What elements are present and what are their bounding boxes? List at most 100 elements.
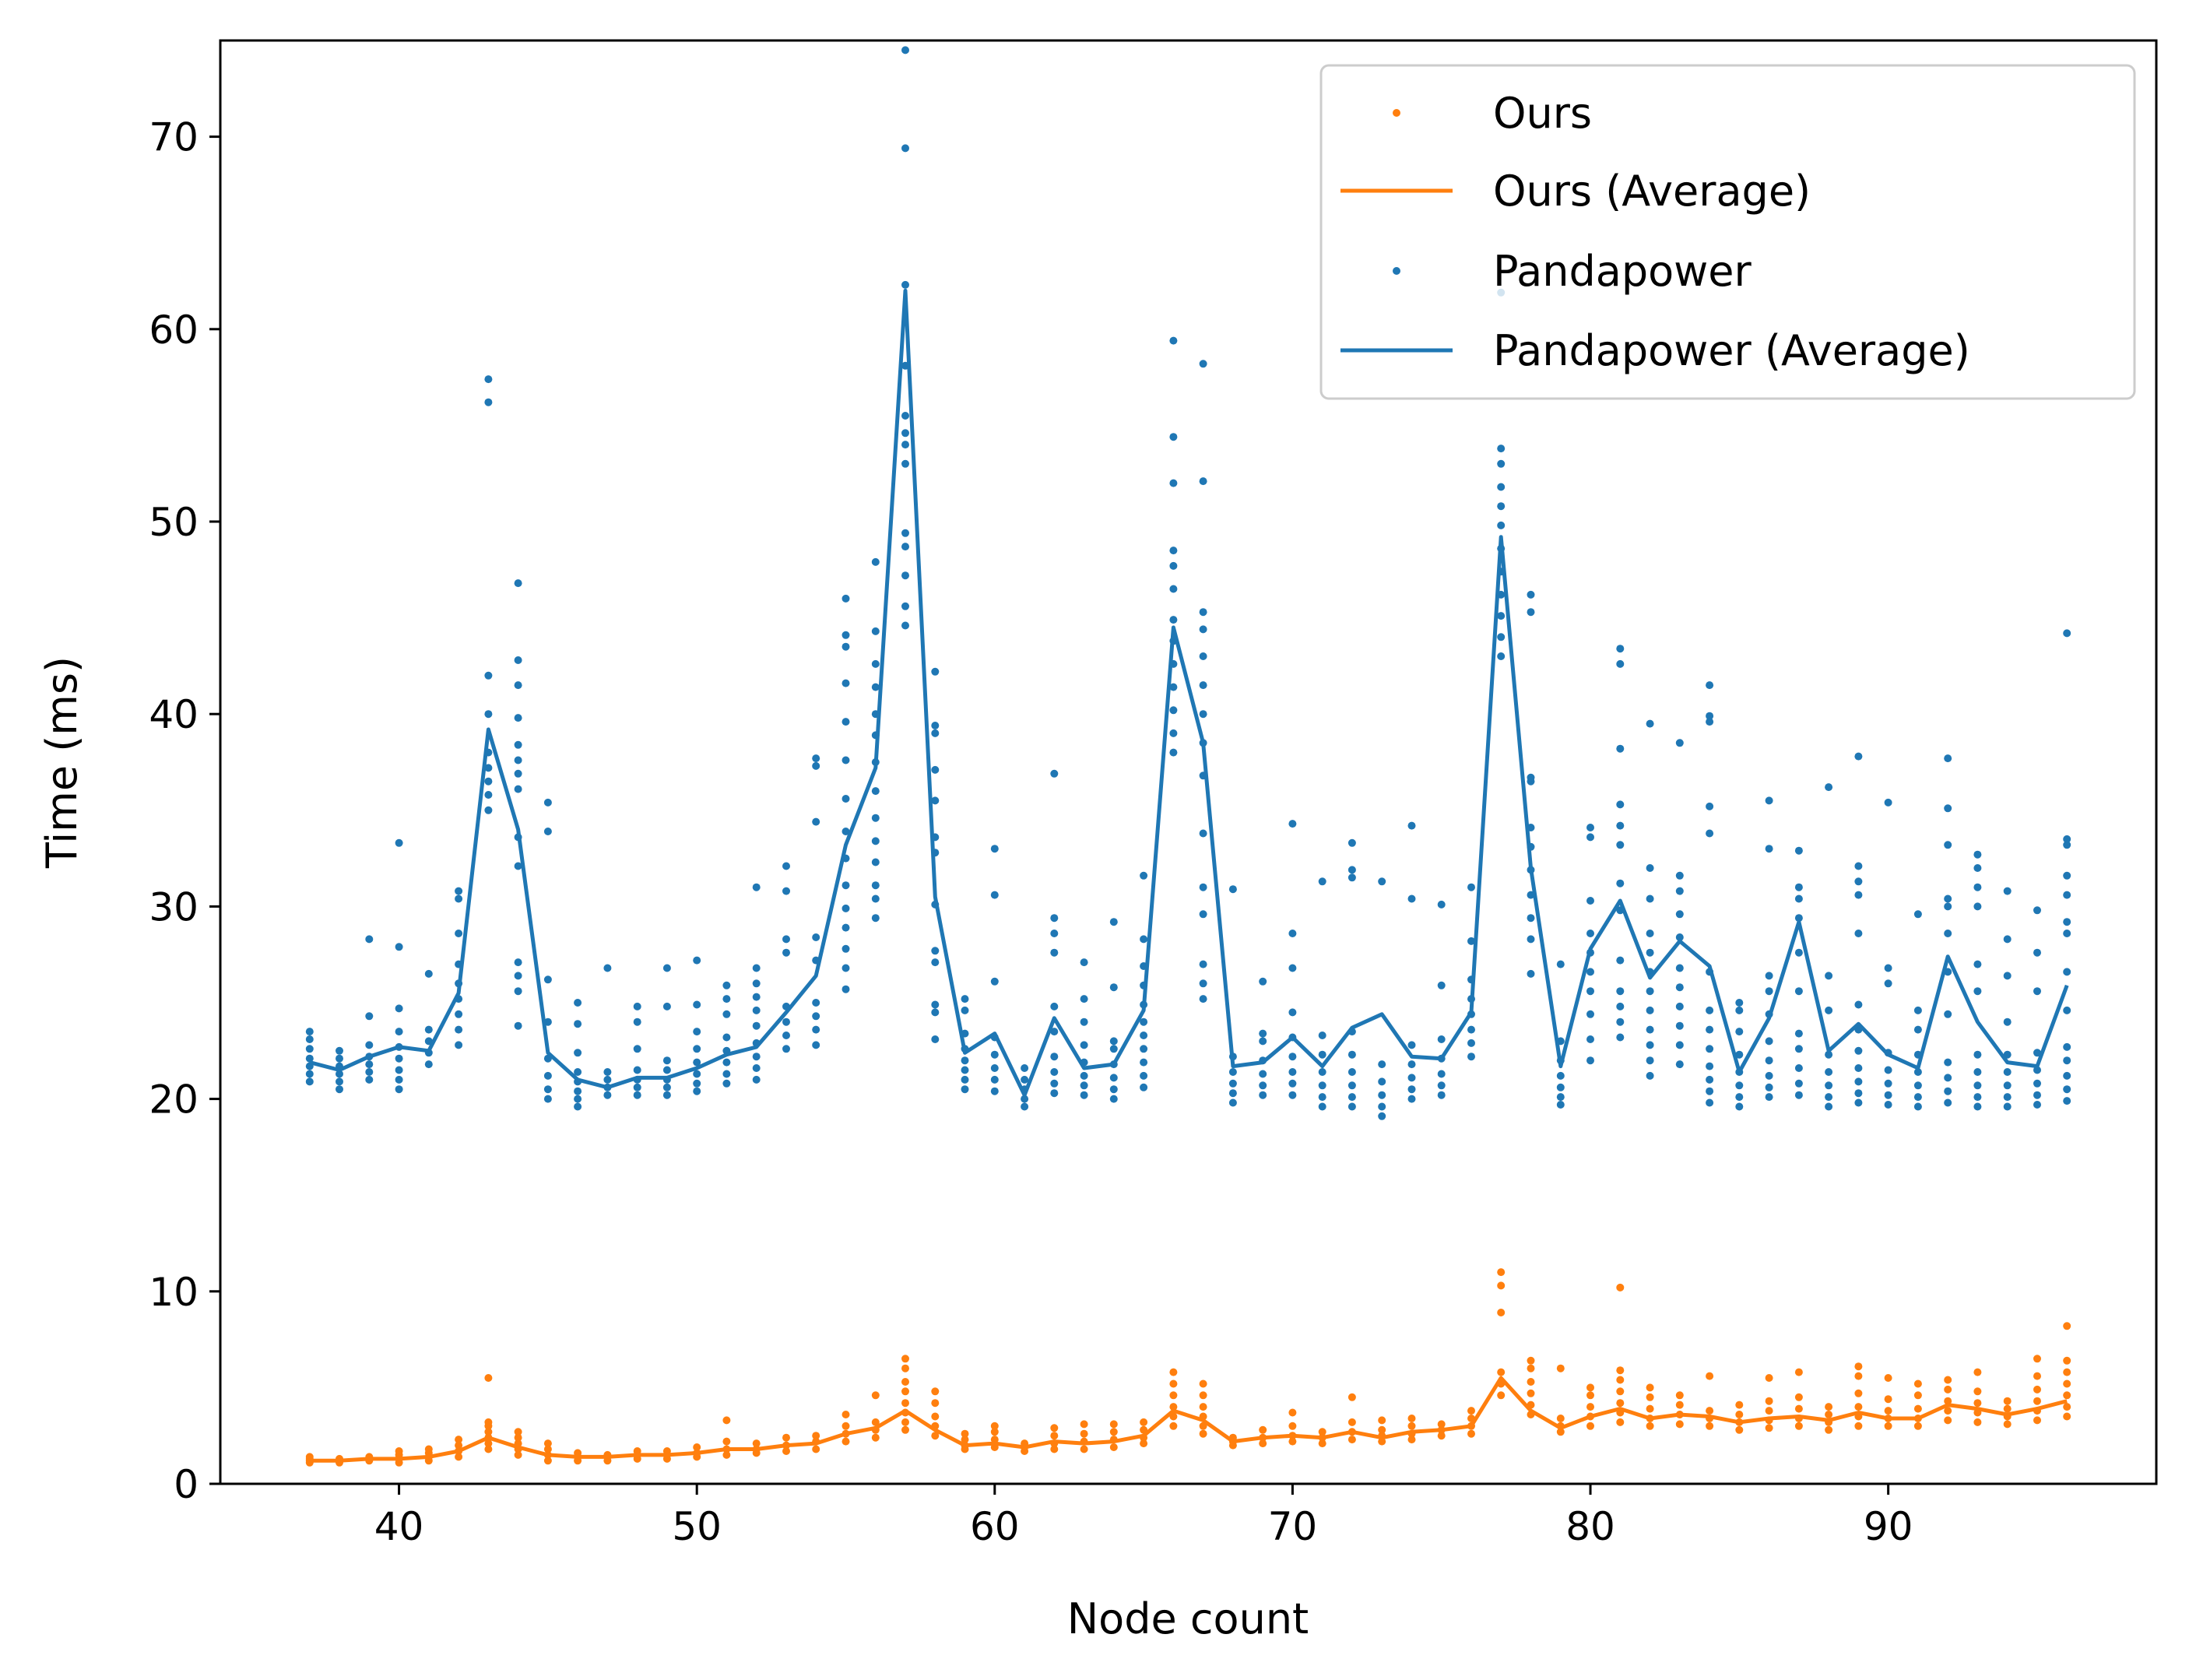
pandapower-point bbox=[1527, 590, 1535, 599]
pandapower-point bbox=[901, 529, 909, 537]
y-tick-label: 20 bbox=[149, 1077, 199, 1123]
pandapower-point bbox=[990, 1087, 999, 1095]
pandapower-point bbox=[1794, 894, 1803, 903]
pandapower-point bbox=[961, 995, 969, 1003]
pandapower-point bbox=[901, 144, 909, 153]
ours-point bbox=[1973, 1368, 1982, 1376]
pandapower-point bbox=[1616, 659, 1625, 668]
pandapower-point bbox=[782, 1045, 790, 1053]
pandapower-average-line bbox=[309, 288, 2069, 1098]
pandapower-point bbox=[931, 1000, 940, 1009]
ours-point bbox=[1199, 1379, 1207, 1388]
ours-point bbox=[842, 1422, 850, 1430]
pandapower-point bbox=[842, 923, 850, 932]
pandapower-point bbox=[424, 1060, 433, 1069]
ours-point bbox=[484, 1439, 493, 1448]
ours-point bbox=[2003, 1404, 2012, 1413]
pandapower-point bbox=[1021, 1064, 1029, 1072]
ours-point bbox=[1913, 1404, 1922, 1413]
ours-point bbox=[901, 1355, 909, 1363]
pandapower-point bbox=[1586, 987, 1594, 996]
pandapower-point bbox=[1646, 1056, 1654, 1065]
legend: Ours Ours (Average) Pandapower Pandapowe… bbox=[1319, 64, 2136, 400]
pandapower-point bbox=[1616, 956, 1625, 965]
pandapower-point bbox=[693, 1058, 701, 1067]
pandapower-point bbox=[1586, 824, 1594, 831]
pandapower-point bbox=[931, 796, 940, 805]
pandapower-point bbox=[1973, 902, 1982, 911]
pandapower-point bbox=[1140, 871, 1148, 880]
ours-point bbox=[1527, 1389, 1535, 1397]
pandapower-point bbox=[1259, 1037, 1267, 1046]
ours-point bbox=[395, 1447, 403, 1455]
ours-point bbox=[1556, 1415, 1565, 1422]
ours-point bbox=[484, 1428, 493, 1436]
pandapower-point bbox=[1199, 360, 1207, 368]
pandapower-point bbox=[990, 891, 999, 899]
pandapower-point bbox=[1854, 1077, 1863, 1086]
pandapower-point bbox=[1199, 681, 1207, 690]
pandapower-point bbox=[1199, 652, 1207, 660]
pandapower-point bbox=[931, 722, 940, 729]
pandapower-point bbox=[1318, 1068, 1326, 1076]
pandapower-point bbox=[2063, 835, 2071, 843]
pandapower-point bbox=[1794, 1079, 1803, 1088]
pandapower-point bbox=[662, 1066, 671, 1074]
pandapower-point bbox=[752, 883, 761, 891]
pandapower-point bbox=[990, 977, 999, 986]
ours-point bbox=[1080, 1429, 1088, 1438]
pandapower-point bbox=[693, 1028, 701, 1036]
pandapower-point bbox=[1228, 1079, 1237, 1088]
ours-point bbox=[2063, 1391, 2071, 1400]
pandapower-point bbox=[871, 881, 880, 890]
pandapower-point bbox=[693, 1079, 701, 1088]
pandapower-point bbox=[1706, 718, 1714, 726]
pandapower-point bbox=[901, 280, 909, 289]
ours-point bbox=[1735, 1425, 1744, 1434]
pandapower-point bbox=[1378, 1060, 1386, 1069]
ours-point bbox=[1169, 1391, 1178, 1400]
pandapower-point bbox=[1497, 483, 1506, 491]
ours-point bbox=[455, 1453, 463, 1461]
pandapower-point bbox=[336, 1077, 343, 1086]
pandapower-point bbox=[1050, 1028, 1059, 1036]
pandapower-point bbox=[1318, 1102, 1326, 1111]
pandapower-point bbox=[842, 828, 850, 835]
plot-frame bbox=[219, 39, 2158, 1485]
pandapower-point bbox=[812, 1025, 820, 1034]
pandapower-point bbox=[1794, 1029, 1803, 1038]
pandapower-point bbox=[514, 958, 522, 967]
pandapower-point bbox=[1378, 877, 1386, 886]
ours-point bbox=[1854, 1362, 1863, 1371]
pandapower-point bbox=[901, 429, 909, 438]
pandapower-point bbox=[722, 1070, 731, 1078]
pandapower-point bbox=[871, 858, 880, 866]
ours-point bbox=[484, 1445, 493, 1453]
pandapower-point bbox=[543, 975, 552, 984]
pandapower-point bbox=[722, 981, 731, 989]
legend-label-pandapower-average: Pandapower (Average) bbox=[1493, 326, 1970, 375]
ours-point bbox=[1825, 1425, 1833, 1434]
ours-point bbox=[1854, 1422, 1863, 1430]
pandapower-point bbox=[1140, 1083, 1148, 1091]
ours-point bbox=[1616, 1376, 1625, 1384]
pandapower-point bbox=[514, 579, 522, 588]
pandapower-point bbox=[1347, 1102, 1356, 1111]
pandapower-point bbox=[1437, 1070, 1446, 1078]
ours-point bbox=[1140, 1418, 1148, 1426]
pandapower-point bbox=[1616, 800, 1625, 809]
pandapower-point bbox=[1407, 1060, 1416, 1069]
pandapower-point bbox=[1199, 960, 1207, 968]
ours-point bbox=[901, 1378, 909, 1386]
ours-point bbox=[1706, 1422, 1714, 1430]
pandapower-point bbox=[752, 993, 761, 1001]
ours-point bbox=[1050, 1424, 1059, 1432]
pandapower-point bbox=[1706, 829, 1714, 838]
y-tick-label: 40 bbox=[149, 692, 199, 737]
pandapower-point bbox=[1199, 979, 1207, 988]
pandapower-point bbox=[1169, 479, 1178, 487]
pandapower-point bbox=[1616, 879, 1625, 887]
pandapower-point bbox=[2003, 1017, 2012, 1026]
pandapower-point bbox=[1169, 748, 1178, 757]
pandapower-point bbox=[603, 1091, 612, 1099]
